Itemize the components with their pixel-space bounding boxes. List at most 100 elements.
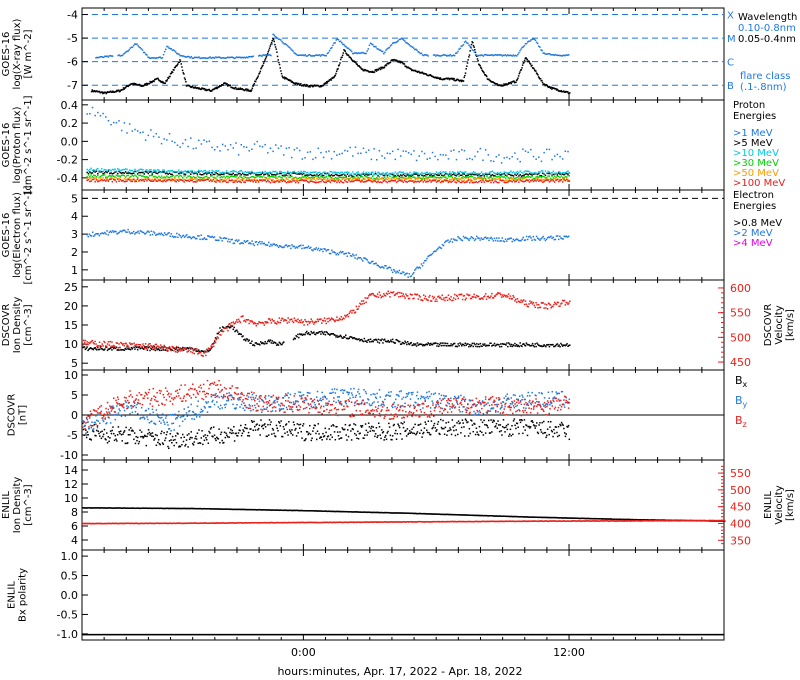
data-point bbox=[447, 158, 450, 160]
data-point bbox=[487, 180, 490, 183]
data-point bbox=[345, 53, 348, 55]
data-point bbox=[505, 296, 507, 298]
data-point bbox=[238, 239, 240, 241]
data-point bbox=[564, 175, 567, 178]
data-point bbox=[313, 174, 316, 176]
data-point bbox=[431, 176, 434, 178]
data-point bbox=[480, 345, 482, 347]
data-point bbox=[190, 176, 192, 178]
data-point bbox=[460, 45, 463, 47]
data-point bbox=[183, 347, 186, 349]
data-point bbox=[143, 51, 146, 54]
data-point bbox=[321, 172, 324, 175]
data-point bbox=[433, 178, 435, 180]
data-point bbox=[448, 54, 450, 57]
data-point bbox=[247, 318, 250, 321]
data-point bbox=[131, 178, 134, 181]
data-point bbox=[221, 173, 224, 176]
data-point bbox=[565, 178, 568, 181]
data-point bbox=[364, 257, 366, 259]
data-point bbox=[342, 52, 345, 54]
data-point bbox=[514, 177, 516, 180]
data-point bbox=[230, 238, 232, 241]
data-point bbox=[124, 168, 127, 170]
data-point bbox=[117, 232, 119, 234]
data-point bbox=[480, 178, 483, 181]
data-point bbox=[216, 87, 218, 90]
data-point bbox=[269, 172, 272, 174]
data-point bbox=[556, 173, 559, 176]
data-point bbox=[152, 179, 155, 181]
data-point bbox=[535, 345, 537, 348]
data-point bbox=[206, 350, 209, 353]
data-point bbox=[182, 171, 184, 174]
data-point bbox=[519, 170, 521, 172]
data-point bbox=[194, 172, 196, 175]
data-point bbox=[96, 56, 98, 59]
data-point bbox=[175, 170, 177, 173]
data-point bbox=[552, 178, 555, 181]
data-point bbox=[147, 176, 150, 179]
data-point bbox=[430, 181, 432, 183]
data-point bbox=[426, 343, 428, 346]
data-point bbox=[167, 170, 169, 172]
data-point bbox=[418, 343, 420, 346]
data-point bbox=[383, 67, 385, 69]
data-point bbox=[413, 173, 415, 175]
data-point bbox=[523, 344, 526, 346]
data-point bbox=[472, 44, 475, 47]
data-point bbox=[251, 340, 253, 342]
data-point bbox=[277, 181, 280, 183]
data-point bbox=[538, 171, 540, 173]
data-point bbox=[167, 176, 169, 179]
data-point bbox=[114, 347, 117, 350]
data-point bbox=[246, 56, 249, 59]
data-point bbox=[550, 343, 552, 346]
data-point bbox=[529, 300, 531, 302]
data-point bbox=[155, 180, 157, 182]
data-point bbox=[198, 171, 200, 173]
data-point bbox=[500, 345, 503, 348]
data-point bbox=[320, 173, 322, 175]
data-point bbox=[160, 142, 163, 145]
data-point bbox=[468, 44, 470, 47]
data-point bbox=[556, 343, 559, 345]
data-point bbox=[480, 66, 482, 69]
data-point bbox=[409, 171, 411, 174]
data-point bbox=[534, 239, 537, 241]
data-point bbox=[492, 178, 495, 180]
data-point bbox=[103, 172, 106, 174]
data-point bbox=[214, 56, 217, 58]
data-point bbox=[151, 345, 153, 348]
data-point bbox=[142, 131, 144, 133]
data-point bbox=[342, 250, 344, 253]
data-point bbox=[397, 340, 399, 342]
data-point bbox=[412, 47, 415, 49]
data-point bbox=[141, 345, 143, 348]
data-point bbox=[367, 297, 369, 299]
data-point bbox=[492, 181, 495, 184]
data-point bbox=[468, 343, 471, 346]
data-point bbox=[209, 174, 212, 176]
data-point bbox=[201, 171, 204, 173]
data-point bbox=[443, 176, 446, 178]
data-point bbox=[259, 344, 261, 346]
data-point bbox=[120, 172, 123, 174]
data-point bbox=[366, 297, 368, 300]
data-point bbox=[461, 45, 464, 47]
data-point bbox=[450, 175, 452, 178]
data-point bbox=[105, 55, 107, 58]
data-point bbox=[489, 237, 491, 240]
data-point bbox=[146, 345, 149, 348]
data-point bbox=[563, 171, 565, 174]
flare-class-range: (.1-.8nm) bbox=[740, 82, 787, 93]
data-point bbox=[516, 173, 519, 175]
data-point bbox=[398, 171, 401, 173]
proton-legend-entry: >30 MeV bbox=[733, 158, 779, 169]
data-point bbox=[471, 158, 474, 161]
data-point bbox=[528, 175, 531, 178]
data-point bbox=[308, 53, 311, 56]
data-point bbox=[252, 344, 254, 346]
data-point bbox=[268, 318, 271, 320]
data-point bbox=[306, 321, 308, 323]
